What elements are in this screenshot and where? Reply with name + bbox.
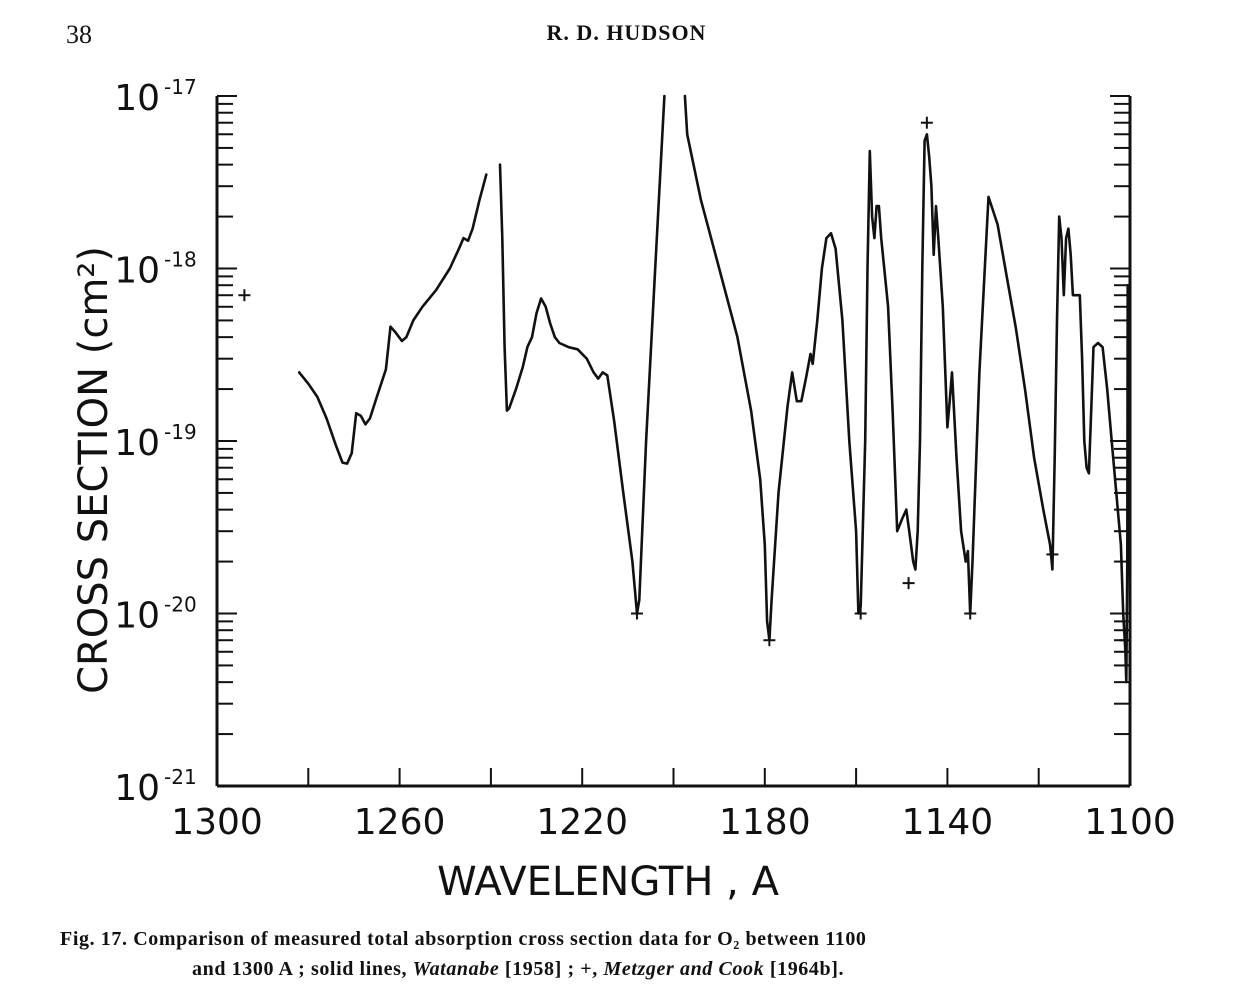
caption-line2: and 1300 A ; solid lines, Watanabe [1958… [60, 954, 1190, 984]
data-series [297, 94, 1132, 684]
x-tick-label: 1260 [354, 802, 446, 843]
x-tick-label: 1180 [719, 802, 811, 843]
plus-marker [854, 607, 867, 620]
caption-ref2-name: Metzger and Cook [603, 958, 765, 980]
y-tick-label: 10 -19 [114, 420, 196, 464]
x-tick-label: 1220 [536, 802, 628, 843]
figure-caption: Fig. 17. Comparison of measured total ab… [60, 924, 1190, 984]
plus-marker [1046, 548, 1059, 561]
x-tick-labels: 1300 1260 1220 1180 1140 1100 [171, 802, 1176, 843]
y-tick-label: 10 -21 [114, 765, 196, 809]
y-tick-exponent: -20 [164, 593, 197, 617]
y-tick-label: 10 -20 [114, 593, 196, 637]
y-tick-mantissa: 10 [114, 596, 160, 637]
x-axis-title: WAVELENGTH , A [437, 859, 780, 905]
plus-marker [1119, 634, 1132, 647]
y-tick-exponent: -18 [164, 248, 197, 272]
data-markers [238, 116, 1132, 647]
y-tick-mantissa: 10 [114, 78, 160, 119]
y-tick-exponent: -21 [164, 765, 197, 789]
plus-marker [763, 634, 776, 647]
running-header: R. D. HUDSON [546, 20, 707, 45]
caption-ref1-year: [1958] ; +, [499, 958, 604, 980]
plus-marker [630, 607, 643, 620]
plus-marker [964, 607, 977, 620]
series-line-segment [683, 94, 1132, 684]
plus-marker [920, 116, 933, 129]
y-tick-label: 10 -17 [114, 75, 196, 119]
x-tick-label: 1300 [171, 802, 263, 843]
caption-label: Fig. 17. [60, 928, 128, 950]
y-tick-exponent: -19 [164, 420, 197, 444]
x-tick-label: 1100 [1084, 802, 1176, 843]
plus-marker [902, 577, 915, 590]
y-tick-mantissa: 10 [114, 251, 160, 292]
plus-marker [238, 289, 251, 302]
caption-text-line1: Comparison of measured total absorption … [133, 928, 867, 950]
caption-ref1-name: Watanabe [412, 958, 500, 980]
page-number: 38 [66, 20, 92, 49]
series-line-segment [498, 94, 666, 615]
y-tick-mantissa: 10 [114, 768, 160, 809]
y-axis-title: CROSS SECTION (cm²) [71, 246, 117, 694]
series-line-segment [297, 173, 488, 465]
y-tick-exponent: -17 [164, 75, 197, 99]
y-tick-mantissa: 10 [114, 423, 160, 464]
caption-ref2-year: [1964b]. [764, 958, 845, 980]
caption-text-line2: and 1300 A ; solid lines, [192, 958, 413, 980]
x-tick-label: 1140 [902, 802, 994, 843]
y-tick-label: 10 -18 [114, 248, 196, 292]
